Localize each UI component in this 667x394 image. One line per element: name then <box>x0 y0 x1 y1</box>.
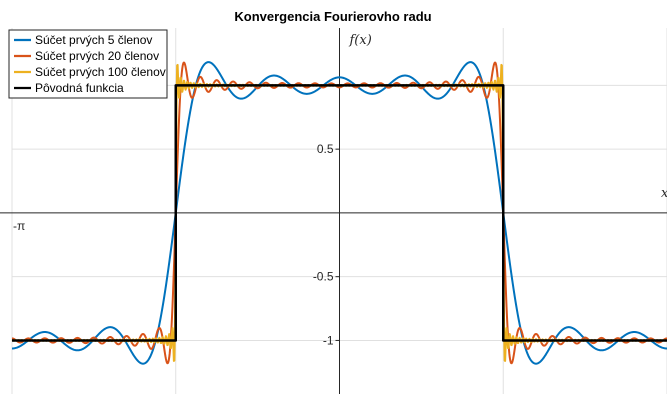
axes: 0.5 -0.5 -1 -π f(x) x <box>0 28 667 394</box>
legend-label-4: Pôvodná funkcia <box>35 81 124 95</box>
legend: Súčet prvých 5 členov Súčet prvých 20 čle… <box>8 29 168 99</box>
series-line-4 <box>12 84 667 342</box>
y-tick-label: -0.5 <box>313 270 334 284</box>
legend-label-2: Súčet prvých 20 členov <box>35 49 159 63</box>
x-tick-label: -π <box>13 219 25 233</box>
y-axis-label: f(x) <box>349 33 372 48</box>
x-axis-label: x <box>661 186 667 201</box>
series-line-1 <box>11 61 667 365</box>
chart-title: Konvergencia Fourierovho radu <box>234 9 431 24</box>
y-tick-label: 0.5 <box>317 142 334 156</box>
series-line-2 <box>11 61 667 365</box>
legend-label-1: Súčet prvých 5 členov <box>35 33 152 47</box>
legend-box <box>8 29 168 99</box>
series-lines <box>11 61 667 365</box>
legend-label-3: Súčet prvých 100 členov <box>35 65 166 79</box>
y-tick-label: -1 <box>323 333 334 347</box>
